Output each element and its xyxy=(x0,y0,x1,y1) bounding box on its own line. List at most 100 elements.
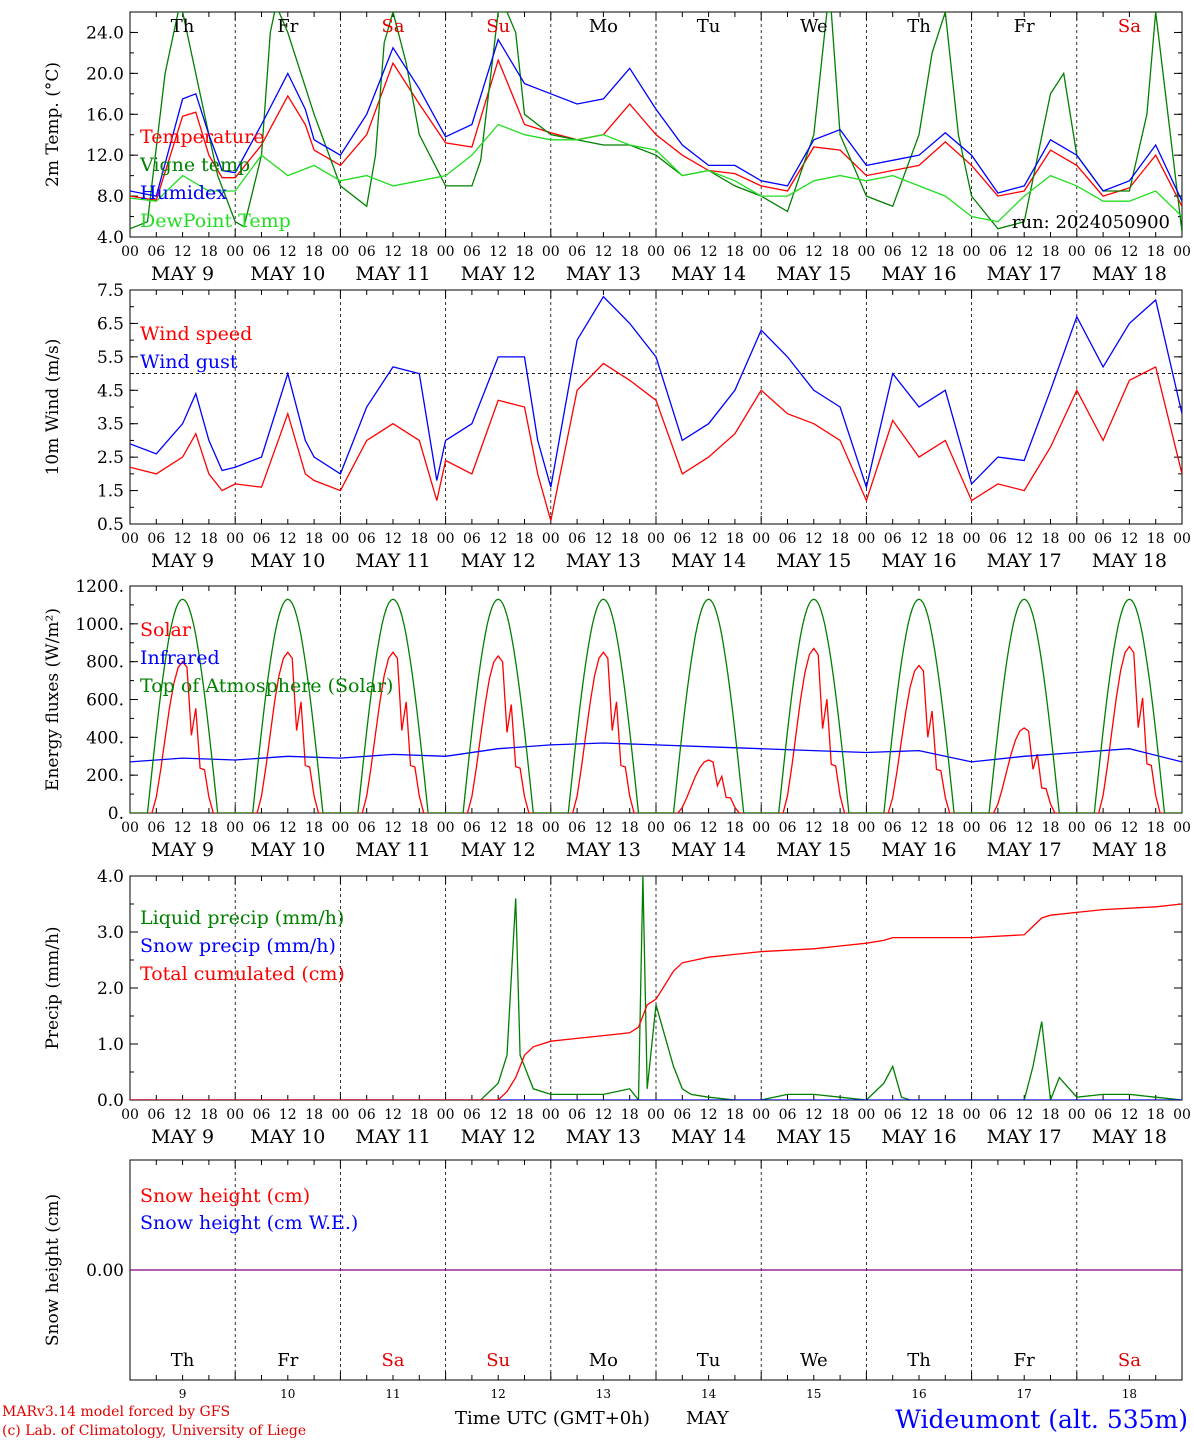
x-hour-label: 00 xyxy=(437,1107,455,1123)
x-hour-label: 06 xyxy=(779,244,797,260)
legend-entry: Infrared xyxy=(140,647,220,669)
x-hour-label: 18 xyxy=(831,1107,849,1123)
x-date-label: MAY 9 xyxy=(151,1126,214,1148)
x-hour-label: 12 xyxy=(1015,244,1033,260)
weekday-label: Sa xyxy=(381,1350,404,1371)
x-hour-label: 06 xyxy=(358,820,376,836)
x-hour-label: 18 xyxy=(410,820,428,836)
x-hour-label: 06 xyxy=(568,820,586,836)
x-date-label: MAY 18 xyxy=(1092,839,1167,861)
x-hour-label: 18 xyxy=(936,244,954,260)
x-hour-label: 12 xyxy=(700,820,718,836)
x-date-label: MAY 18 xyxy=(1092,550,1167,572)
x-hour-label: 06 xyxy=(779,1107,797,1123)
day-number-label: 10 xyxy=(280,1387,295,1401)
x-date-label: MAY 10 xyxy=(250,550,325,572)
x-hour-label: 18 xyxy=(936,1107,954,1123)
y-axis-label: Snow height (cm) xyxy=(43,1194,63,1346)
y-axis-label: 10m Wind (m/s) xyxy=(43,339,63,476)
x-hour-label: 18 xyxy=(726,820,744,836)
y-tick-label: 4.0 xyxy=(97,228,124,248)
x-hour-label: 18 xyxy=(305,1107,323,1123)
x-hour-label: 18 xyxy=(516,820,534,836)
x-date-label: MAY 11 xyxy=(355,1126,430,1148)
x-date-label: MAY 14 xyxy=(671,263,746,285)
x-hour-label: 18 xyxy=(936,531,954,547)
x-hour-label: 18 xyxy=(305,531,323,547)
x-hour-label: 18 xyxy=(1147,1107,1165,1123)
y-tick-label: 1.5 xyxy=(97,482,124,502)
y-tick-label: 4.5 xyxy=(97,381,124,401)
x-hour-label: 18 xyxy=(1147,244,1165,260)
weekday-label: Tu xyxy=(697,16,721,37)
x-hour-label: 06 xyxy=(147,244,165,260)
x-axis-title: Time UTC (GMT+0h) xyxy=(455,1408,650,1429)
x-date-label: MAY 13 xyxy=(566,1126,641,1148)
x-axis-month: MAY xyxy=(686,1408,730,1429)
x-hour-label: 18 xyxy=(516,531,534,547)
x-hour-label: 12 xyxy=(384,531,402,547)
x-hour-label: 00 xyxy=(857,820,875,836)
panel-precip: 0.0 1.0 2.0 3.0 4.0 Precip (mm/h) Liquid preci… xyxy=(43,867,1191,1148)
x-hour-label: 00 xyxy=(226,531,244,547)
x-hour-label: 12 xyxy=(910,1107,928,1123)
x-date-label: MAY 12 xyxy=(461,1126,536,1148)
weekday-label: Th xyxy=(171,1350,195,1371)
y-tick-label: 2.5 xyxy=(97,448,124,468)
y-tick-label: 7.5 xyxy=(97,281,124,301)
day-number-label: 12 xyxy=(491,1387,506,1401)
x-date-label: MAY 16 xyxy=(881,839,956,861)
x-hour-label: 12 xyxy=(1120,1107,1138,1123)
x-hour-label: 12 xyxy=(910,531,928,547)
day-number-label: 13 xyxy=(596,1387,611,1401)
x-hour-label: 18 xyxy=(831,244,849,260)
panel-snow: 0.00 Snow height (cm) Snow height (cm) Snow… xyxy=(43,1159,1183,1401)
series-line-wind-speed xyxy=(130,362,1182,521)
credit-model: MARv3.14 model forced by GFS xyxy=(2,1404,230,1420)
y-tick-label: 400. xyxy=(86,728,124,748)
x-hour-label: 00 xyxy=(963,820,981,836)
series-group xyxy=(130,12,1182,232)
series-group xyxy=(130,598,1182,813)
day-number-label: 14 xyxy=(701,1387,717,1401)
x-hour-label: 18 xyxy=(726,1107,744,1123)
x-date-label: MAY 12 xyxy=(461,839,536,861)
x-date-label: MAY 10 xyxy=(250,263,325,285)
x-hour-label: 18 xyxy=(831,531,849,547)
y-tick-label: 800. xyxy=(86,653,124,673)
series-line-vigne-temp xyxy=(130,12,1182,232)
day-number-label: 11 xyxy=(385,1387,400,1401)
x-hour-label: 18 xyxy=(621,244,639,260)
x-hour-label: 00 xyxy=(1068,531,1086,547)
x-date-label: MAY 18 xyxy=(1092,263,1167,285)
series-line-temperature xyxy=(130,58,1182,207)
x-hour-label: 00 xyxy=(963,1107,981,1123)
x-hour-label: 18 xyxy=(410,531,428,547)
x-hour-label: 18 xyxy=(1147,531,1165,547)
x-hour-label: 18 xyxy=(410,1107,428,1123)
series-line-total-cumulated-cm- xyxy=(130,903,1182,1100)
x-hour-label: 18 xyxy=(831,820,849,836)
x-hour-label: 00 xyxy=(331,531,349,547)
x-hour-label: 06 xyxy=(568,244,586,260)
station-label: Wideumont (alt. 535m) xyxy=(895,1405,1188,1434)
x-hour-label: 00 xyxy=(542,1107,560,1123)
x-hour-label: 18 xyxy=(200,820,218,836)
x-hour-label: 00 xyxy=(647,531,665,547)
y-tick-label: 0.0 xyxy=(97,1091,124,1111)
x-date-label: MAY 15 xyxy=(776,1126,851,1148)
y-tick-label: 12.0 xyxy=(86,146,124,166)
weekday-label: Fr xyxy=(277,16,298,37)
x-hour-label: 06 xyxy=(253,244,271,260)
x-hour-label: 00 xyxy=(1173,820,1191,836)
legend-entry: DewPoint Temp xyxy=(140,210,291,232)
panel-wind: 0.5 1.5 2.5 3.5 4.5 5.5 6.5 7.5 10m Wind (m/s) Wi… xyxy=(43,281,1191,572)
x-hour-label: 12 xyxy=(700,244,718,260)
x-hour-label: 00 xyxy=(542,820,560,836)
x-hour-label: 06 xyxy=(673,820,691,836)
legend-entry: Temperature xyxy=(140,126,264,148)
x-hour-label: 06 xyxy=(989,820,1007,836)
x-hour-label: 06 xyxy=(253,531,271,547)
x-hour-label: 00 xyxy=(226,820,244,836)
